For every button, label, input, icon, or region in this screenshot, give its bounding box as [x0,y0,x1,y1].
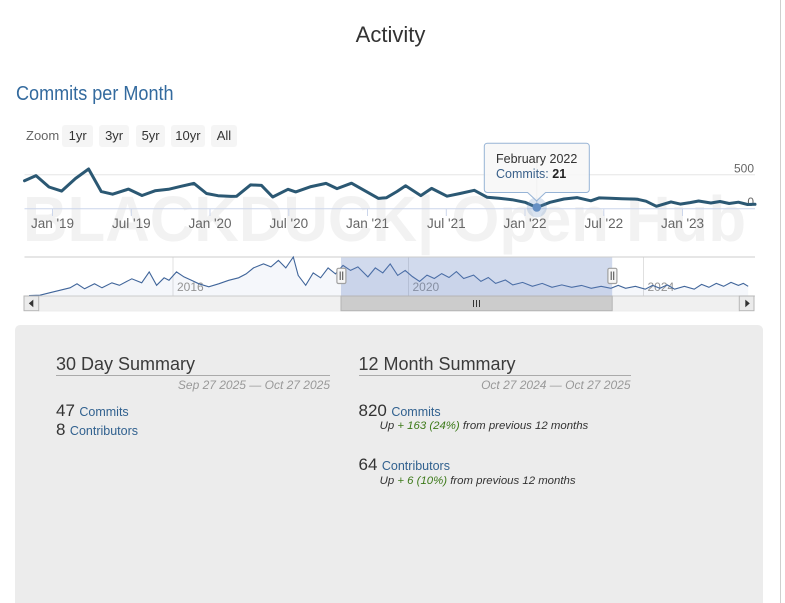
svg-text:Jul '21: Jul '21 [427,216,466,231]
svg-text:Jan '21: Jan '21 [346,216,389,231]
svg-text:Jan '23: Jan '23 [661,216,704,231]
svg-text:Jul '22: Jul '22 [584,216,623,231]
svg-text:Jan '20: Jan '20 [188,216,231,231]
svg-text:February 2022: February 2022 [496,152,577,166]
svg-text:500: 500 [734,162,754,176]
svg-text:2020: 2020 [413,280,440,294]
svg-text:Commits: 21: Commits: 21 [496,167,566,181]
svg-text:Jan '19: Jan '19 [31,216,74,231]
svg-text:Jul '19: Jul '19 [112,216,151,231]
svg-text:Jul '20: Jul '20 [269,216,308,231]
svg-text:2024: 2024 [648,280,675,294]
svg-text:Jan '22: Jan '22 [503,216,546,231]
svg-text:2016: 2016 [177,280,204,294]
svg-text:0: 0 [747,195,754,209]
